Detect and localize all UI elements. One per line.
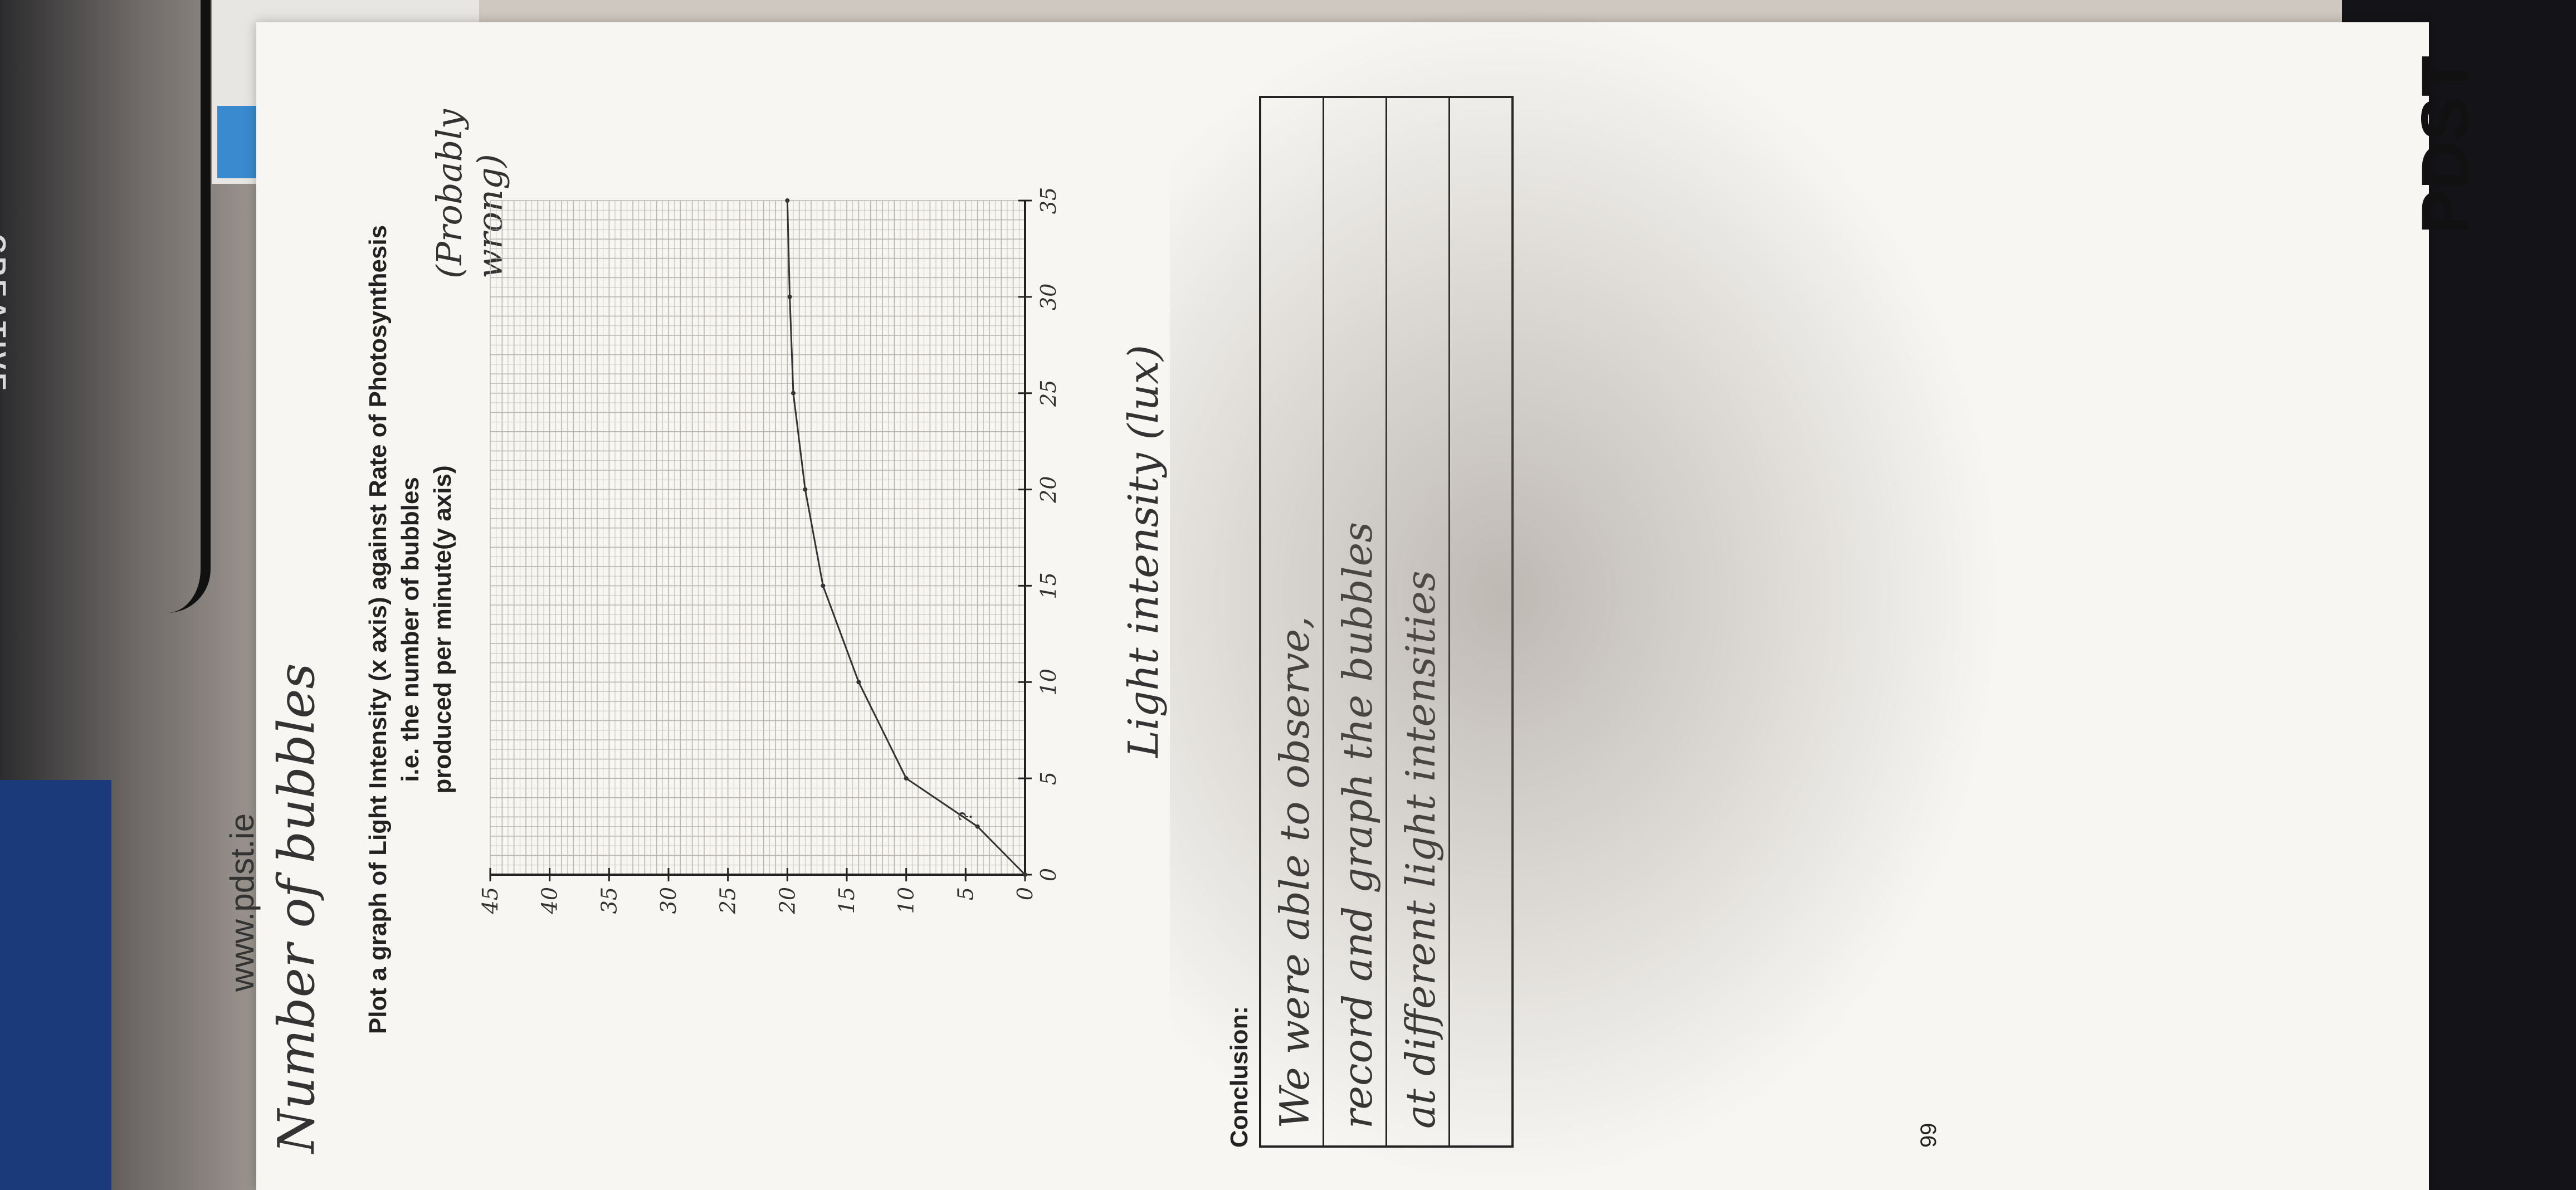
conclusion-row: at different light intensities	[1387, 98, 1450, 1145]
worksheet-title: Plot a graph of Light Intensity (x axis)…	[362, 212, 459, 1047]
y-tick-label: 40	[538, 887, 562, 914]
conclusion-row: record and graph the bubbles	[1324, 98, 1387, 1145]
data-point	[803, 487, 808, 492]
data-point	[787, 294, 792, 299]
x-tick-label: 10	[1036, 669, 1061, 695]
x-tick-label: 30	[1036, 284, 1061, 310]
chart-annotation: ?	[955, 811, 977, 821]
conclusion-line: at different light intensities	[1397, 570, 1444, 1129]
light-intensity-chart: 0 5 10 15 20 25 30 35 0 5 10 15 20 25 30 35 40 45?	[478, 187, 1061, 915]
laptop-brand: CREATIVE	[0, 234, 11, 394]
y-tick-label: 45	[478, 887, 502, 914]
data-point	[856, 680, 861, 685]
data-point	[791, 391, 796, 396]
y-tick-label: 30	[656, 887, 681, 914]
data-point	[1023, 872, 1027, 877]
conclusion-line: record and graph the bubbles	[1334, 521, 1381, 1129]
data-point	[975, 824, 980, 829]
data-point	[785, 198, 790, 203]
y-tick-label: 20	[775, 887, 799, 914]
conclusion-line: We were able to observe,	[1271, 616, 1318, 1129]
x-tick-label: 20	[1036, 476, 1061, 503]
data-point	[821, 583, 826, 588]
conclusion-label: Conclusion:	[1226, 1006, 1253, 1148]
y-axis-handwritten: Number of bubbles	[267, 663, 326, 1153]
y-tick-label: 10	[894, 887, 919, 914]
cable	[167, 0, 211, 613]
conclusion-row	[1450, 98, 1511, 1145]
x-tick-label: 0	[1036, 868, 1061, 881]
y-tick-label: 35	[597, 887, 621, 914]
y-tick-label: 25	[716, 887, 740, 914]
x-tick-label: 25	[1036, 380, 1061, 407]
title-line-1: Plot a graph of Light Intensity (x axis)…	[364, 225, 424, 1035]
x-tick-label: 5	[1036, 772, 1061, 785]
x-tick-label: 35	[1036, 187, 1061, 214]
y-tick-label: 15	[835, 887, 859, 914]
page-number: 99	[1916, 1123, 1941, 1148]
worksheet-page: PDST Plot a graph of Light Intensity (x …	[256, 22, 2482, 1190]
footer-url: www.pdst.ie	[223, 813, 261, 992]
graph-paper: 0 5 10 15 20 25 30 35 0 5 10 15 20 25 30 35 40 45?	[468, 178, 1092, 936]
y-tick-label: 0	[1013, 887, 1037, 900]
worksheet-content: Plot a graph of Light Intensity (x axis)…	[267, 56, 2306, 1159]
y-tick-label: 5	[953, 887, 978, 900]
data-point	[904, 776, 909, 781]
title-line-2: produced per minute(y axis)	[429, 465, 456, 794]
conclusion-table: We were able to observe, record and grap…	[1259, 96, 1514, 1148]
x-tick-label: 15	[1036, 572, 1061, 599]
conclusion-row: We were able to observe,	[1261, 98, 1324, 1145]
blue-mat	[0, 780, 111, 1190]
x-axis-handwritten: Light intensity (lux)	[1120, 344, 1168, 758]
brand-logo: PDST	[2408, 56, 2482, 235]
